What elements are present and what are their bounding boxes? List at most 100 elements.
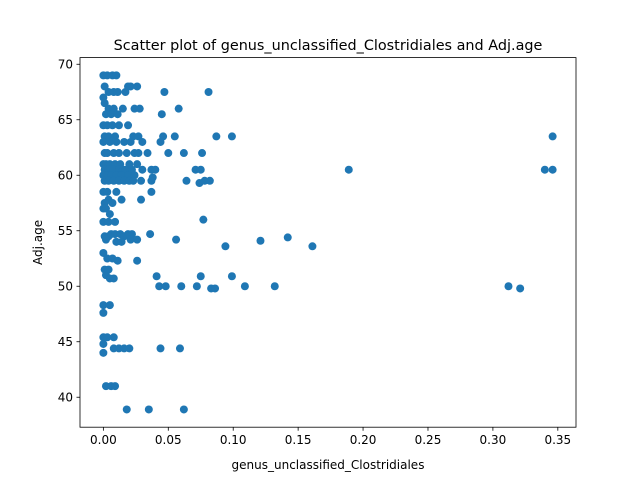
data-point <box>138 165 147 174</box>
data-point <box>227 132 236 141</box>
data-point <box>101 204 110 213</box>
data-point <box>175 344 184 353</box>
data-point <box>504 282 513 291</box>
data-point <box>112 71 121 80</box>
data-point <box>120 137 129 146</box>
data-point <box>155 282 164 291</box>
x-axis-ticks: 0.00 0.05 0.10 0.15 0.20 0.25 0.30 0.35 <box>90 427 571 447</box>
data-point <box>179 149 188 158</box>
x-axis-label: genus_unclassified_Clostridiales <box>232 458 425 472</box>
data-point <box>112 137 121 146</box>
data-point <box>548 165 557 174</box>
data-point <box>256 236 265 245</box>
data-point <box>101 235 110 244</box>
data-point <box>133 235 142 244</box>
data-point <box>133 82 142 91</box>
data-point <box>196 165 205 174</box>
data-point <box>113 256 122 265</box>
data-point <box>105 137 114 146</box>
data-point <box>111 217 120 226</box>
data-point <box>221 242 230 251</box>
data-point <box>204 88 213 97</box>
data-point <box>137 195 146 204</box>
y-tick-label: 50 <box>58 280 73 294</box>
data-point <box>516 284 525 293</box>
chart-title: Scatter plot of genus_unclassified_Clost… <box>114 38 543 54</box>
data-point <box>99 308 108 317</box>
y-axis-ticks: 40 45 50 55 60 65 70 <box>58 58 80 405</box>
data-point <box>211 284 220 293</box>
data-point <box>137 176 146 185</box>
data-point <box>205 176 214 185</box>
data-point <box>143 149 152 158</box>
y-tick-label: 70 <box>58 58 73 72</box>
data-point <box>164 149 173 158</box>
data-point <box>125 344 134 353</box>
data-point <box>122 149 131 158</box>
data-point <box>107 110 116 119</box>
data-point <box>134 149 143 158</box>
points-layer <box>99 71 557 414</box>
data-point <box>151 165 160 174</box>
data-point <box>117 237 126 246</box>
data-point <box>104 265 113 274</box>
y-axis-label: Adj.age <box>31 220 45 265</box>
data-point <box>198 149 207 158</box>
data-point <box>192 282 201 291</box>
data-point <box>177 282 186 291</box>
data-point <box>126 82 135 91</box>
data-point <box>124 121 133 130</box>
data-point <box>144 405 153 414</box>
data-point <box>146 230 155 239</box>
data-point <box>99 301 108 310</box>
data-point <box>112 187 121 196</box>
data-point <box>114 149 123 158</box>
data-point <box>103 149 112 158</box>
data-point <box>138 137 147 146</box>
data-point <box>113 88 122 97</box>
x-tick-label: 0.05 <box>155 433 182 447</box>
data-point <box>105 210 114 219</box>
data-point <box>134 132 143 141</box>
data-point <box>344 165 353 174</box>
data-point <box>109 274 118 283</box>
data-point <box>103 333 112 342</box>
data-point <box>99 348 108 357</box>
data-point <box>109 333 118 342</box>
y-tick-label: 60 <box>58 169 73 183</box>
data-point <box>113 110 122 119</box>
data-point <box>99 248 108 257</box>
data-point <box>100 82 109 91</box>
data-point <box>108 121 117 130</box>
data-point <box>270 282 279 291</box>
data-point <box>103 187 112 196</box>
data-point <box>135 104 144 113</box>
data-point <box>148 173 157 182</box>
data-point <box>133 256 142 265</box>
data-point <box>156 137 165 146</box>
data-point <box>227 272 236 281</box>
data-point <box>99 137 108 146</box>
y-tick-label: 40 <box>58 391 73 405</box>
data-point <box>104 217 113 226</box>
data-point <box>179 405 188 414</box>
data-point <box>182 176 191 185</box>
data-point <box>117 195 126 204</box>
data-point <box>161 282 170 291</box>
data-point <box>157 110 166 119</box>
y-tick-label: 65 <box>58 113 73 127</box>
data-point <box>240 282 249 291</box>
data-point <box>122 405 131 414</box>
data-point <box>283 233 292 242</box>
data-point <box>548 132 557 141</box>
x-tick-label: 0.20 <box>350 433 377 447</box>
data-point <box>212 132 221 141</box>
data-point <box>114 121 123 130</box>
data-point <box>540 165 549 174</box>
plot-frame <box>79 57 577 428</box>
data-point <box>108 199 117 207</box>
data-point <box>199 215 208 224</box>
x-tick-label: 0.00 <box>90 433 117 447</box>
data-point <box>133 160 142 169</box>
